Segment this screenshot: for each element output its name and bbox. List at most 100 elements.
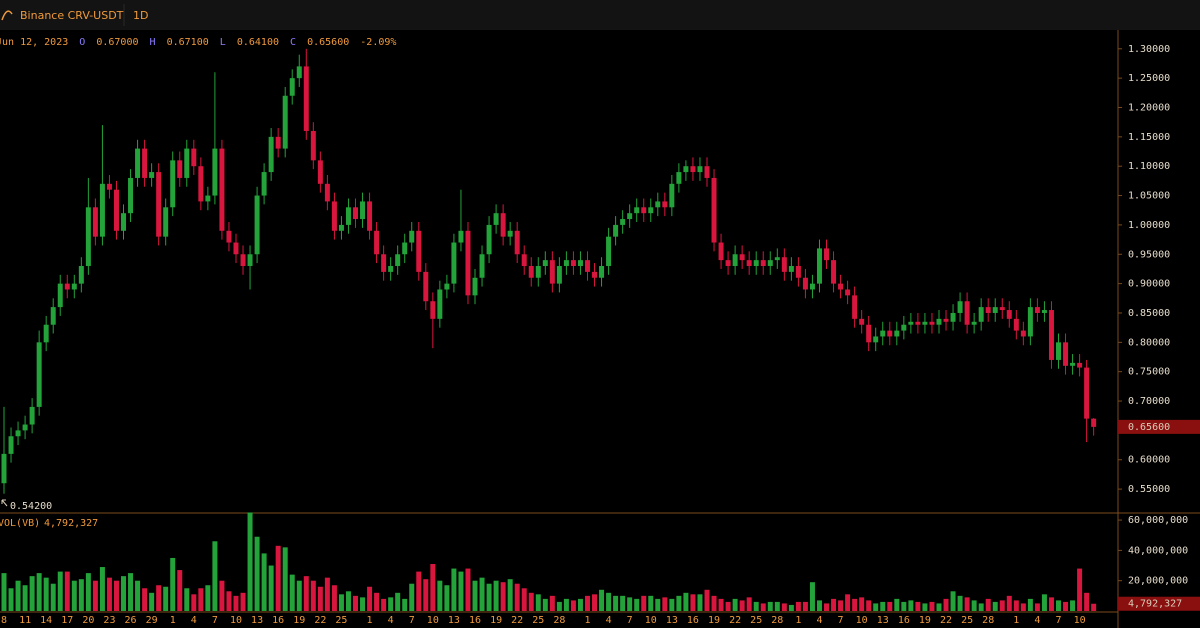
volume-bar: [781, 603, 787, 611]
candle-body: [437, 289, 443, 319]
volume-tick-label: 40,000,000: [1128, 545, 1188, 556]
volume-bar: [1041, 594, 1047, 611]
candle-body: [29, 406, 35, 425]
volume-bar: [458, 571, 464, 611]
info-key: C: [290, 37, 296, 48]
volume-bar: [149, 592, 155, 611]
volume-bar: [395, 592, 401, 611]
volume-bar: [423, 579, 429, 611]
volume-bar: [240, 592, 246, 611]
x-tick-label: 26: [125, 615, 137, 626]
volume-bar: [1091, 603, 1097, 611]
x-tick-label: 16: [469, 615, 481, 626]
volume-bar: [1048, 597, 1054, 611]
volume-bar: [367, 586, 373, 611]
volume-bar: [563, 598, 569, 611]
candle-body: [894, 330, 900, 337]
volume-bar: [894, 598, 900, 611]
x-tick-label: 22: [940, 615, 952, 626]
candle-body: [1084, 367, 1090, 419]
candle-body: [887, 330, 893, 337]
interval-button[interactable]: 1D: [133, 9, 148, 22]
candle-body: [528, 266, 534, 278]
volume-bar: [732, 598, 738, 611]
volume-bar: [416, 571, 422, 611]
candle-body: [641, 207, 647, 214]
volume-bar: [268, 565, 274, 611]
volume-bar: [50, 583, 56, 611]
candle-body: [549, 260, 555, 284]
volume-bar: [444, 585, 450, 611]
candle-body: [275, 136, 281, 149]
volume-bar: [472, 580, 478, 611]
candle-body: [697, 166, 703, 173]
volume-bar: [92, 580, 98, 611]
x-tick-label: 13: [666, 615, 678, 626]
candle-body: [493, 213, 499, 225]
candle-body: [781, 257, 787, 272]
candle-body: [816, 248, 822, 284]
volume-bar: [85, 573, 91, 611]
x-tick-label: 7: [1055, 615, 1061, 626]
candle-body: [929, 321, 935, 325]
volume-bar: [992, 601, 998, 611]
volume-bar: [15, 580, 21, 611]
volume-bar: [156, 585, 162, 611]
volume-bar: [922, 603, 928, 611]
x-tick-label: 16: [687, 615, 699, 626]
candle-body: [479, 254, 485, 278]
candle-body: [500, 213, 506, 237]
volume-bar: [310, 580, 316, 611]
volume-bar: [718, 598, 724, 611]
y-tick-label: 0.85000: [1128, 308, 1170, 319]
volume-bar: [950, 591, 956, 611]
volume-bar: [929, 601, 935, 611]
candle-body: [514, 230, 520, 255]
x-tick-label: 28: [982, 615, 994, 626]
candle-body: [1041, 310, 1047, 313]
volume-bar: [549, 595, 555, 611]
volume-bar: [880, 601, 886, 611]
x-tick-label: 1: [1013, 615, 1019, 626]
candle-body: [985, 307, 991, 313]
candle-body: [423, 271, 429, 302]
volume-bar: [964, 597, 970, 611]
info-value: 0.64100: [237, 37, 279, 48]
volume-bar: [570, 600, 576, 611]
x-tick-label: 1: [367, 615, 373, 626]
volume-bar: [697, 594, 703, 611]
pair-title[interactable]: Binance CRV-USDT: [20, 9, 124, 22]
candle-body: [978, 307, 984, 322]
candle-body: [655, 201, 661, 208]
candle-body: [648, 207, 654, 214]
volume-bar: [838, 600, 844, 611]
x-tick-label: 19: [919, 615, 931, 626]
volume-bar: [106, 577, 112, 611]
candle-body: [106, 183, 112, 190]
volume-bar: [170, 557, 176, 611]
candle-body: [219, 148, 225, 231]
x-tick-label: 7: [838, 615, 844, 626]
volume-bar: [78, 579, 84, 611]
x-tick-label: 8: [1, 615, 7, 626]
x-tick-label: 7: [409, 615, 415, 626]
volume-bar: [662, 597, 668, 611]
candle-body: [374, 230, 380, 255]
volume-bar: [725, 601, 731, 611]
candle-body: [774, 257, 780, 261]
candle-body: [8, 436, 14, 454]
candle-body: [809, 283, 815, 290]
candle-body: [662, 201, 668, 208]
x-tick-label: 28: [771, 615, 783, 626]
volume-bar: [887, 601, 893, 611]
volume-bar: [620, 595, 626, 611]
x-tick-label: 10: [1074, 615, 1086, 626]
volume-bar: [163, 586, 169, 611]
y-tick-label: 1.20000: [1128, 102, 1170, 113]
volume-bar: [402, 598, 408, 611]
volume-bar: [303, 576, 309, 611]
candle-body: [177, 160, 183, 178]
candle-body: [444, 283, 450, 290]
volume-bar: [451, 568, 457, 611]
candle-body: [64, 283, 70, 290]
